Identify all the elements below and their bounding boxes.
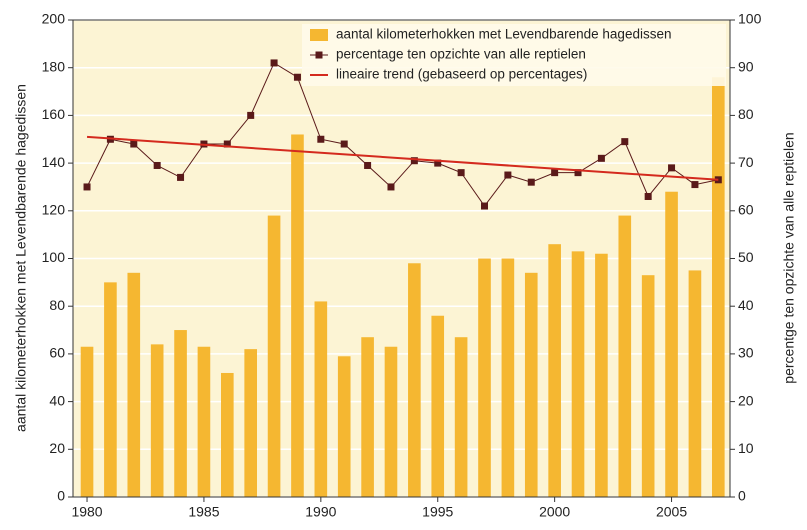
bar [408, 263, 421, 497]
legend-label: percentage ten opzichte van alle reptiel… [336, 47, 586, 62]
legend-label: aantal kilometerhokken met Levendbarende… [336, 27, 671, 42]
legend-label: lineaire trend (gebaseerd op percentages… [336, 67, 587, 82]
marker [691, 181, 699, 189]
x-tick-label: 2000 [539, 504, 570, 520]
marker [668, 164, 676, 172]
bar [618, 215, 632, 497]
bar [524, 272, 538, 497]
x-tick-label: 1990 [305, 504, 336, 520]
marker [457, 169, 465, 177]
x-tick-label: 1995 [422, 504, 453, 520]
trend-line [86, 135, 719, 181]
bar [337, 356, 351, 497]
y2-tick-label: 10 [738, 440, 754, 456]
marker [574, 169, 582, 177]
bar [197, 346, 211, 497]
bar [104, 282, 117, 497]
y2-tick-label: 30 [738, 345, 754, 361]
marker [293, 73, 301, 81]
marker [597, 154, 605, 162]
marker [223, 140, 231, 148]
y-tick-label: 20 [49, 440, 65, 456]
y2-tick-label: 0 [738, 488, 746, 504]
y2-tick-label: 60 [738, 202, 754, 218]
y2-tick-label: 80 [738, 106, 754, 122]
y-tick-label: 100 [42, 249, 66, 265]
y2-tick-label: 100 [738, 11, 762, 27]
x-tick-label: 1980 [71, 504, 102, 520]
marker [270, 59, 278, 67]
marker [340, 140, 348, 148]
y2-axis-label: percentge ten opzichte van alle reptiele… [781, 132, 797, 383]
marker [130, 140, 138, 148]
bar [595, 253, 608, 497]
bar [641, 275, 655, 497]
bar [314, 301, 328, 497]
y2-tick-label: 90 [738, 58, 754, 74]
marker [527, 178, 535, 186]
bar [361, 337, 374, 497]
marker [153, 161, 161, 169]
y-tick-label: 0 [57, 488, 65, 504]
bar [548, 244, 561, 497]
line [86, 62, 719, 207]
marker [504, 171, 512, 179]
bar [665, 191, 678, 497]
y-axis-label: aantal kilometerhokken met Levendbarende… [13, 84, 29, 432]
marker [317, 135, 325, 143]
y-tick-label: 80 [49, 297, 65, 313]
bar [221, 372, 234, 497]
bar [291, 134, 304, 498]
y2-tick-label: 70 [738, 154, 754, 170]
legend: aantal kilometerhokken met Levendbarende… [302, 24, 726, 86]
bar [127, 272, 141, 497]
marker [644, 192, 652, 200]
bar [150, 344, 164, 497]
legend-box [302, 24, 726, 86]
legend-swatch [310, 29, 328, 41]
y-tick-label: 160 [42, 106, 66, 122]
plot-frame [72, 19, 731, 498]
bar [267, 215, 281, 497]
bar [571, 251, 585, 497]
bar [244, 349, 258, 497]
y-tick-label: 200 [42, 11, 66, 27]
y-tick-label: 60 [49, 345, 65, 361]
marker [621, 138, 629, 146]
marker [481, 202, 489, 210]
y-tick-label: 140 [42, 154, 66, 170]
marker [551, 169, 559, 177]
y2-tick-label: 40 [738, 297, 754, 313]
bar [384, 346, 398, 497]
bar [478, 258, 491, 497]
bar [431, 315, 445, 497]
bar [454, 337, 468, 497]
marker [247, 111, 255, 119]
x-tick-label: 2005 [656, 504, 687, 520]
marker [177, 173, 185, 181]
bar [80, 346, 94, 497]
x-tick-label: 1985 [188, 504, 219, 520]
bar [174, 330, 187, 497]
marker [410, 157, 418, 165]
bar [688, 270, 702, 497]
bar [711, 77, 725, 498]
marker [387, 183, 395, 191]
marker [364, 161, 372, 169]
y-tick-label: 180 [42, 58, 66, 74]
marker [83, 183, 91, 191]
bar [501, 258, 515, 497]
marker [434, 159, 442, 167]
y-tick-label: 40 [49, 392, 65, 408]
legend-swatch [315, 51, 323, 59]
y-tick-label: 120 [42, 202, 66, 218]
y2-tick-label: 20 [738, 392, 754, 408]
y2-tick-label: 50 [738, 249, 754, 265]
